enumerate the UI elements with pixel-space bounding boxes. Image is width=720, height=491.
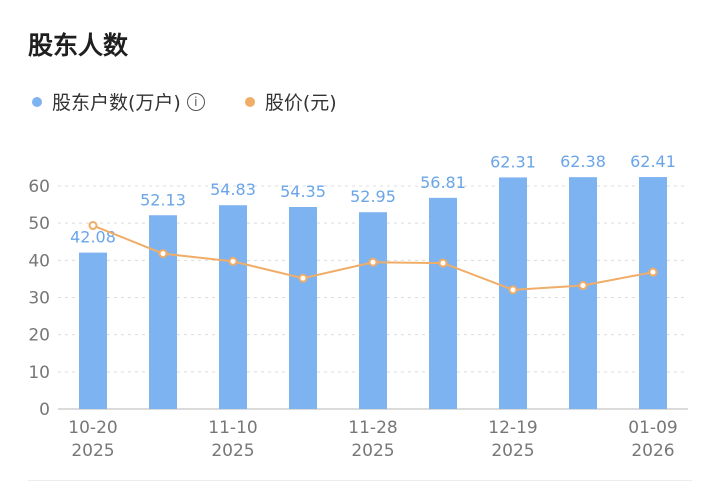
y-tick-label: 10 xyxy=(28,363,50,383)
legend: 股东户数(万户) i 股价(元) xyxy=(32,88,377,115)
bar xyxy=(289,206,317,409)
legend-item-holders[interactable]: 股东户数(万户) i xyxy=(32,88,205,115)
x-tick-year: 2026 xyxy=(631,441,674,461)
bar-value-label: 62.41 xyxy=(630,152,676,171)
info-icon[interactable]: i xyxy=(186,92,205,111)
y-tick-label: 40 xyxy=(28,251,50,271)
x-tick-label: 01-09 xyxy=(628,418,677,438)
x-tick-year: 2025 xyxy=(491,441,534,461)
bar-value-label: 54.35 xyxy=(280,182,326,201)
price-point xyxy=(648,267,658,277)
price-point xyxy=(228,256,238,266)
legend-dot-holders xyxy=(32,96,42,107)
bar-value-label: 52.13 xyxy=(140,190,186,209)
y-tick-label: 60 xyxy=(28,177,50,197)
x-tick-year: 2025 xyxy=(211,441,254,461)
bar xyxy=(79,252,107,409)
bar xyxy=(569,177,597,409)
x-tick-label: 11-28 xyxy=(348,418,397,438)
bar xyxy=(429,197,457,409)
price-point xyxy=(158,249,168,259)
price-point xyxy=(508,285,518,295)
x-tick-year: 2025 xyxy=(351,441,394,461)
x-tick-label: 12-19 xyxy=(488,418,537,438)
bar-value-label: 42.08 xyxy=(70,228,116,247)
bar-value-label: 54.83 xyxy=(210,180,256,199)
bar xyxy=(149,215,177,409)
price-point xyxy=(438,258,448,268)
y-tick-label: 50 xyxy=(28,214,50,234)
chart-title: 股东人数 xyxy=(28,31,129,60)
bar xyxy=(219,205,247,409)
bar-value-label: 62.31 xyxy=(490,152,536,171)
y-tick-label: 20 xyxy=(28,326,50,346)
price-point xyxy=(298,273,308,283)
y-tick-label: 30 xyxy=(28,289,50,309)
y-tick-label: 0 xyxy=(39,400,50,420)
x-tick-year: 2025 xyxy=(71,441,114,461)
bar-value-label: 56.81 xyxy=(420,173,466,192)
bottom-divider xyxy=(28,480,692,481)
bar-value-label: 62.38 xyxy=(560,152,606,171)
bar xyxy=(639,177,667,409)
price-point xyxy=(578,281,588,291)
legend-dot-price xyxy=(244,96,255,107)
bar-value-label: 52.95 xyxy=(350,187,396,206)
x-tick-label: 11-10 xyxy=(208,418,257,438)
legend-label-holders: 股东户数(万户) xyxy=(52,92,181,114)
price-point xyxy=(368,257,378,267)
price-point xyxy=(88,221,98,231)
x-tick-label: 10-20 xyxy=(68,418,117,438)
bar xyxy=(359,212,387,409)
legend-label-price: 股价(元) xyxy=(264,92,337,114)
legend-item-price[interactable]: 股价(元) xyxy=(244,88,337,115)
